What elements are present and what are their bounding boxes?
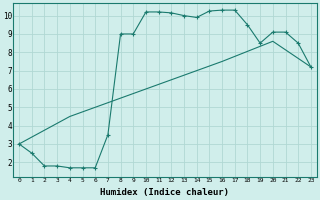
X-axis label: Humidex (Indice chaleur): Humidex (Indice chaleur) <box>100 188 229 197</box>
